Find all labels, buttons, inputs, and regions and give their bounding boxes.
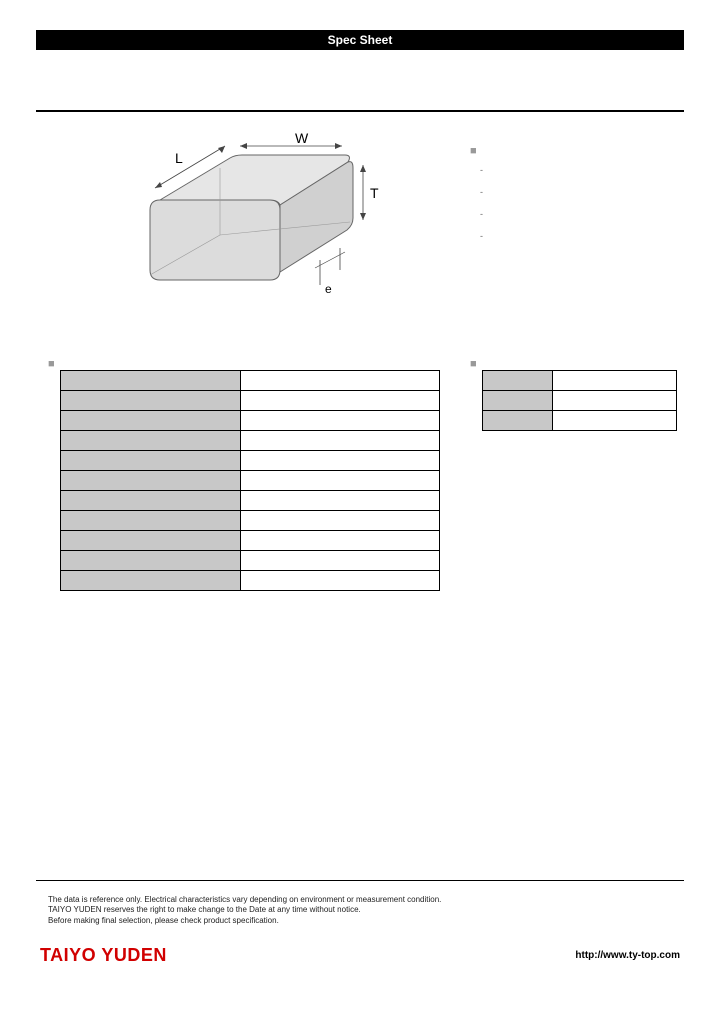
- table-row: [61, 451, 440, 471]
- pack-value: [553, 391, 677, 411]
- spec-label: [61, 551, 241, 571]
- spec-label: [61, 471, 241, 491]
- dim-label-e: e: [325, 282, 332, 296]
- spec-table: [60, 370, 440, 591]
- spec-label: [61, 451, 241, 471]
- footer-url: http://www.ty-top.com: [575, 950, 680, 961]
- brand-logo-text: TAIYO YUDEN: [40, 945, 167, 966]
- spec-value: [240, 451, 439, 471]
- spec-label: [61, 531, 241, 551]
- table-row: [61, 411, 440, 431]
- spec-value: [240, 371, 439, 391]
- spec-value: [240, 471, 439, 491]
- dim-label-T: T: [370, 185, 379, 201]
- table-row: [61, 511, 440, 531]
- standards-block: ■ - - - -: [470, 145, 670, 253]
- spec-label: [61, 571, 241, 591]
- standards-item: -: [480, 209, 670, 219]
- spec-value: [240, 531, 439, 551]
- table-row: [61, 391, 440, 411]
- spec-label: [61, 411, 241, 431]
- pack-value: [553, 371, 677, 391]
- section-divider-top: [36, 110, 684, 112]
- table-row: [61, 371, 440, 391]
- spec-label: [61, 511, 241, 531]
- spec-marker-icon: ■: [48, 358, 55, 370]
- table-row: [61, 531, 440, 551]
- footer-line: Before making final selection, please ch…: [48, 916, 441, 926]
- component-diagram: L W T e: [120, 140, 380, 320]
- spec-value: [240, 491, 439, 511]
- dim-label-W: W: [295, 130, 308, 146]
- spec-label: [61, 391, 241, 411]
- pack-marker-icon: ■: [470, 358, 477, 370]
- pack-value: [553, 411, 677, 431]
- standards-item: -: [480, 187, 670, 197]
- pack-label: [483, 371, 553, 391]
- header-title: Spec Sheet: [328, 33, 393, 47]
- standards-item: -: [480, 165, 670, 175]
- spec-label: [61, 431, 241, 451]
- table-row: [61, 471, 440, 491]
- footer-disclaimer: The data is reference only. Electrical c…: [48, 895, 441, 926]
- spec-value: [240, 411, 439, 431]
- table-row: [483, 411, 677, 431]
- spec-value: [240, 511, 439, 531]
- table-row: [61, 551, 440, 571]
- table-row: [61, 431, 440, 451]
- standards-list: - - - -: [480, 165, 670, 241]
- chip-3d-svg: [120, 140, 380, 320]
- standards-item: -: [480, 231, 670, 241]
- footer-line: TAIYO YUDEN reserves the right to make c…: [48, 905, 441, 915]
- table-row: [61, 491, 440, 511]
- spec-value: [240, 551, 439, 571]
- spec-value: [240, 391, 439, 411]
- footer-line: The data is reference only. Electrical c…: [48, 895, 441, 905]
- table-row: [61, 571, 440, 591]
- footer-divider: [36, 880, 684, 881]
- header-bar: Spec Sheet: [36, 30, 684, 50]
- spec-value: [240, 431, 439, 451]
- standards-marker-icon: ■: [470, 145, 477, 157]
- pack-label: [483, 391, 553, 411]
- table-row: [483, 391, 677, 411]
- pack-table: [482, 370, 677, 431]
- spec-label: [61, 491, 241, 511]
- pack-label: [483, 411, 553, 431]
- table-row: [483, 371, 677, 391]
- spec-value: [240, 571, 439, 591]
- dim-label-L: L: [175, 150, 183, 166]
- spec-label: [61, 371, 241, 391]
